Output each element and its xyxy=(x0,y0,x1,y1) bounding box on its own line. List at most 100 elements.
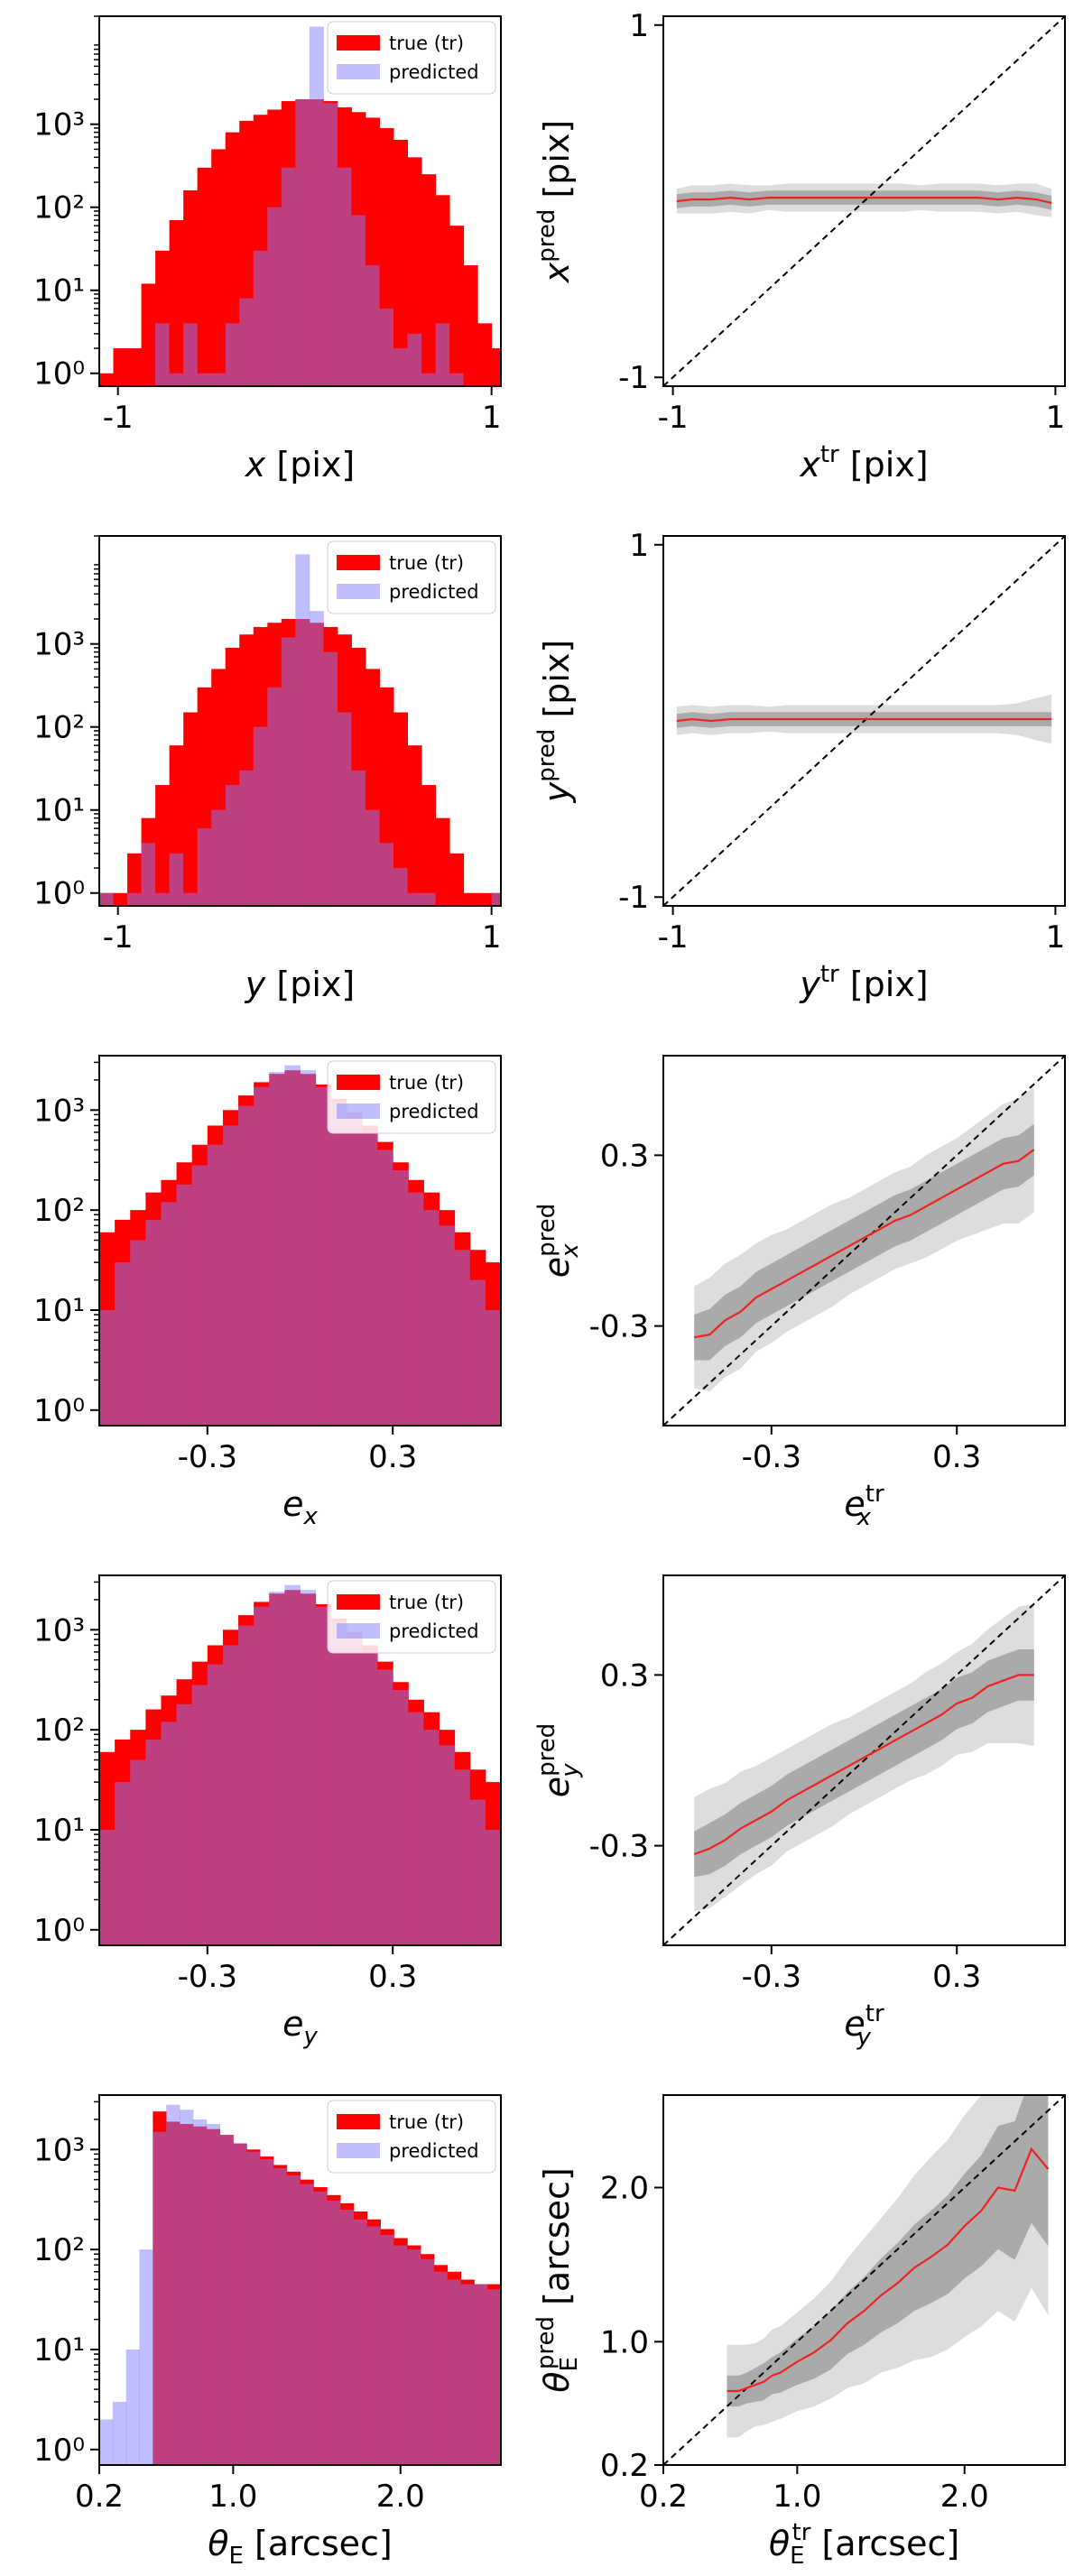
median-line xyxy=(676,196,1052,205)
bar-predicted xyxy=(222,1645,239,1945)
x-tick-label: 0.3 xyxy=(368,1439,417,1475)
x-tick-label: -0.3 xyxy=(742,1959,801,1995)
bar-predicted xyxy=(153,2131,167,2465)
x-tick-label: 2.0 xyxy=(376,2479,425,2515)
bar-predicted xyxy=(346,1637,363,1945)
bar-true xyxy=(449,226,465,386)
x-tick-label: -1 xyxy=(103,919,134,956)
legend: true (tr) predicted xyxy=(327,2100,496,2174)
bar-predicted xyxy=(176,1184,193,1426)
bar-predicted xyxy=(161,1722,178,1945)
bar-predicted xyxy=(361,1131,378,1426)
bar-predicted xyxy=(366,2226,381,2465)
bar-predicted xyxy=(239,298,255,386)
bar-predicted xyxy=(309,26,324,386)
y-tick-label: 10⁰ xyxy=(33,2433,85,2469)
y-tick-label: 10² xyxy=(33,190,85,226)
legend: true (tr) predicted xyxy=(327,21,496,95)
bar-true xyxy=(393,712,409,906)
axes-frame xyxy=(98,2094,502,2466)
legend-label-true: true (tr) xyxy=(389,2111,464,2133)
x-tick-label: -0.3 xyxy=(178,1439,237,1475)
plot-area xyxy=(99,1065,501,1426)
y-tick-label: 10³ xyxy=(33,1612,85,1648)
bar-predicted xyxy=(474,2284,488,2465)
plot-area xyxy=(663,1575,1065,1945)
y-tick-label: 10⁰ xyxy=(33,1913,85,1949)
legend-swatch-predicted xyxy=(337,1103,380,1119)
bar-true xyxy=(463,892,478,906)
identity-line xyxy=(663,16,1065,386)
plot-area xyxy=(99,1584,501,1945)
inner-band xyxy=(694,1123,1034,1361)
x-tick-label: -1 xyxy=(658,400,689,436)
bar-predicted xyxy=(183,323,199,386)
inner-band xyxy=(727,2095,1049,2407)
bar-predicted xyxy=(377,1150,393,1426)
bar-true xyxy=(393,139,409,386)
axes-frame xyxy=(98,535,502,907)
identity-line xyxy=(663,1575,1065,1945)
legend: true (tr) predicted xyxy=(327,1580,496,1654)
bar-predicted xyxy=(485,1829,501,1945)
bar-predicted xyxy=(300,1070,317,1426)
bar-true xyxy=(113,348,128,386)
bar-predicted xyxy=(180,2110,194,2465)
y-axis-label: xpred [pix] xyxy=(533,120,577,284)
bar-predicted xyxy=(454,1250,471,1426)
x-tick-label: 1 xyxy=(1046,919,1066,956)
bar-predicted xyxy=(267,207,282,386)
bar-predicted xyxy=(295,554,310,906)
panel-3-1: -0.3 0.3 -0.3 0.3 etr y epredy xyxy=(533,1574,1066,2051)
x-tick-label: 0.3 xyxy=(368,1959,417,1995)
plot-area xyxy=(663,1056,1065,1426)
y-tick-label: 1 xyxy=(629,528,649,564)
panel-3-0: true (tr) predicted -0.3 0.3 10⁰ 10¹ 10² 10³ ey xyxy=(33,1574,502,2050)
bar-predicted xyxy=(197,828,212,906)
bar-predicted xyxy=(309,611,324,906)
panel-1-0: true (tr) predicted -1 1 10⁰ 10¹ 10² 10³ y [pix] xyxy=(33,535,502,1004)
legend-swatch-predicted xyxy=(337,64,380,79)
x-tick-label: 1.0 xyxy=(208,2479,257,2515)
bar-predicted xyxy=(99,1309,116,1426)
y-tick-label: 1.0 xyxy=(600,2324,649,2360)
bar-predicted xyxy=(112,2401,127,2465)
y-tick-label: 10² xyxy=(33,2232,85,2268)
bar-predicted xyxy=(449,373,465,386)
bar-true xyxy=(463,265,478,386)
bar-predicted xyxy=(379,843,394,906)
panel-1-1: -1 1 -1 1 ytr [pix] ypred [pix] xyxy=(533,528,1066,1004)
bar-predicted xyxy=(197,373,212,386)
y-axis-label: ypred [pix] xyxy=(533,640,577,804)
x-axis-label: ytr [pix] xyxy=(799,961,928,1004)
legend-swatch-predicted xyxy=(337,1623,380,1639)
bar-predicted xyxy=(337,712,352,906)
x-axis-label: etr x xyxy=(844,1481,884,1531)
bar-predicted xyxy=(423,1210,440,1426)
legend-swatch-true xyxy=(337,1075,380,1090)
x-tick-label: 0.3 xyxy=(932,1959,981,1995)
legend-swatch-true xyxy=(337,2114,380,2129)
bar-predicted xyxy=(380,2234,394,2465)
x-axis-label: θE [arcsec] xyxy=(208,2524,392,2570)
bar-predicted xyxy=(323,103,338,386)
axes-frame xyxy=(98,1574,502,1946)
bar-true xyxy=(127,348,143,386)
bar-predicted xyxy=(393,2245,408,2465)
bar-predicted xyxy=(267,687,282,906)
bar-predicted xyxy=(469,1799,486,1945)
bar-predicted xyxy=(421,373,437,386)
bar-predicted xyxy=(99,892,115,906)
bar-predicted xyxy=(253,726,268,906)
bar-predicted xyxy=(353,2219,368,2465)
bar-predicted xyxy=(447,2279,461,2465)
plot-area xyxy=(663,536,1065,906)
panel-4-1: 0.2 1.0 2.0 0.2 1.0 2.0 θEtr [arcsec] θEpred [a… xyxy=(532,2094,1066,2570)
x-tick-label: 0.2 xyxy=(75,2479,124,2515)
axes-frame xyxy=(662,2094,1066,2466)
x-axis-label: x [pix] xyxy=(245,445,355,485)
bar-predicted xyxy=(460,2284,475,2465)
bar-predicted xyxy=(169,853,184,906)
panel-0-1: -1 1 -1 1 xtr [pix] xpred [pix] xyxy=(533,8,1066,485)
bar-predicted xyxy=(225,323,240,386)
